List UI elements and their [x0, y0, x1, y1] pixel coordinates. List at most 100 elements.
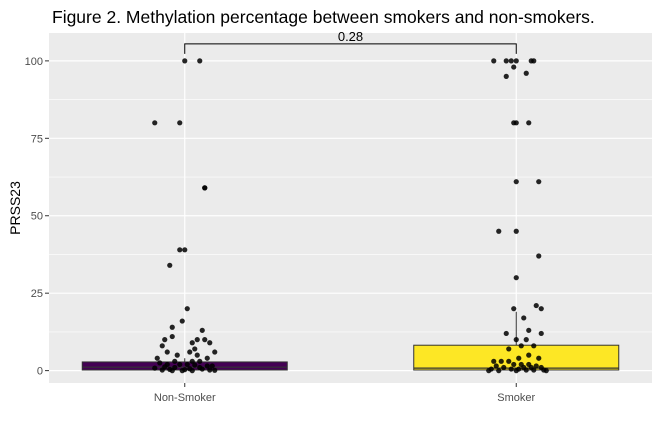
data-point [531, 58, 537, 64]
data-point [177, 361, 183, 368]
data-point [538, 330, 544, 337]
data-point [513, 179, 519, 185]
data-point [159, 343, 165, 349]
y-tick-label: 50 [31, 211, 43, 223]
x-tick-label: Smoker [497, 392, 535, 404]
data-point [162, 337, 168, 343]
data-point [491, 58, 497, 64]
data-point [526, 327, 532, 333]
data-point [536, 253, 542, 259]
p-value-label: 0.28 [338, 29, 363, 44]
data-point [508, 366, 514, 372]
data-point [513, 368, 519, 374]
plot-background [49, 33, 652, 383]
y-axis-title: PRSS23 [7, 181, 23, 235]
data-point [496, 368, 502, 374]
data-point [523, 367, 529, 373]
data-point [523, 70, 529, 76]
data-point [493, 363, 499, 369]
data-point [197, 58, 203, 64]
data-point [212, 367, 218, 373]
data-point [179, 318, 185, 324]
data-point [498, 358, 504, 364]
data-point [521, 315, 527, 321]
chart-title: Figure 2. Methylation percentage between… [52, 7, 595, 27]
data-point [513, 58, 519, 64]
data-point [518, 343, 524, 349]
data-point [169, 324, 175, 330]
boxes [81, 344, 620, 371]
data-point [179, 368, 185, 374]
data-point [531, 367, 537, 373]
data-point [526, 120, 532, 126]
data-point [513, 275, 519, 281]
data-point [197, 358, 203, 364]
data-point [177, 247, 183, 253]
bracket-line [184, 43, 517, 54]
data-point [207, 340, 213, 346]
data-point [177, 120, 183, 126]
data-point [152, 365, 158, 371]
data-point [189, 358, 195, 364]
data-point [167, 262, 173, 268]
data-point [513, 228, 519, 234]
data-point [533, 302, 539, 309]
data-point [194, 352, 200, 358]
data-point [506, 358, 512, 364]
data-point [526, 352, 532, 358]
significance-bracket: 0.28 [184, 29, 517, 54]
data-point [503, 58, 509, 64]
data-point [199, 366, 205, 372]
data-point [511, 361, 517, 368]
data-point [506, 346, 512, 352]
data-point [516, 355, 522, 361]
data-point [189, 368, 195, 374]
data-point [184, 306, 190, 312]
data-point [486, 368, 492, 374]
data-point [159, 367, 165, 373]
data-point [152, 120, 158, 126]
data-point [209, 363, 215, 369]
data-point [184, 361, 190, 368]
data-point [207, 367, 213, 373]
data-point [531, 343, 537, 349]
data-point [523, 337, 529, 343]
data-point [503, 73, 509, 79]
data-point [491, 358, 497, 364]
data-point [202, 337, 208, 343]
data-point [174, 352, 180, 358]
data-point [538, 306, 544, 312]
y-axis-ticks: 0 25 50 75 100 [25, 56, 49, 378]
data-point [202, 185, 208, 191]
data-point [508, 58, 514, 64]
data-point [192, 362, 198, 368]
data-point [194, 337, 200, 343]
data-point [511, 64, 517, 70]
data-point [536, 355, 542, 361]
y-tick-label: 100 [25, 56, 43, 68]
data-point [187, 349, 193, 355]
data-point [536, 179, 542, 185]
data-point [157, 360, 163, 366]
data-point [533, 363, 539, 369]
data-point [172, 358, 178, 364]
data-point [503, 330, 509, 337]
data-point [182, 247, 188, 253]
data-point [501, 364, 507, 371]
data-point [189, 340, 195, 346]
data-points [152, 58, 549, 374]
data-point [169, 333, 175, 340]
data-point [204, 355, 210, 361]
data-point [169, 368, 175, 374]
data-point [154, 355, 160, 361]
data-point [192, 346, 198, 352]
data-point [204, 363, 210, 369]
x-tick-label: Non-Smoker [154, 392, 216, 404]
data-point [182, 58, 188, 64]
y-tick-label: 0 [37, 366, 43, 378]
x-axis-ticks: Non-Smoker Smoker [154, 383, 536, 404]
data-point [212, 349, 218, 355]
data-point [543, 368, 549, 374]
data-point [164, 349, 170, 355]
